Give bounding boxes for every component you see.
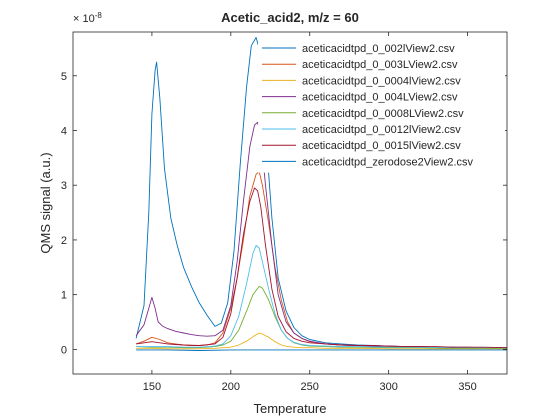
series-line-5 <box>136 285 507 349</box>
y-tick-label: 2 <box>61 235 67 247</box>
series-line-6 <box>136 244 507 349</box>
x-tick-label: 350 <box>458 381 476 393</box>
series-line-8 <box>136 349 507 351</box>
legend-entry: aceticacidtpd_0_0012lView2.csv <box>302 124 461 136</box>
series-line-3 <box>136 332 507 350</box>
legend-box <box>258 37 505 173</box>
x-tick-label: 250 <box>301 381 319 393</box>
y-tick-label: 0 <box>61 344 67 356</box>
legend-entry: aceticacidtpd_0_0015lView2.csv <box>302 140 461 152</box>
chart-title: Acetic_acid2, m/z = 60 <box>221 10 359 25</box>
x-axis: 150 200 250 300 350 <box>143 32 477 393</box>
series-layer <box>135 37 507 351</box>
x-tick-label: 300 <box>379 381 397 393</box>
legend-entry: aceticacidtpd_zerodose2View2.csv <box>302 156 474 168</box>
x-tick-label: 150 <box>143 381 161 393</box>
legend-entry: aceticacidtpd_0_0004lView2.csv <box>302 75 461 87</box>
y-tick-label: 4 <box>61 125 67 137</box>
legend-entry: aceticacidtpd_0_002lView2.csv <box>302 43 455 55</box>
axes-box <box>72 31 508 375</box>
legend-entry: aceticacidtpd_0_0008LView2.csv <box>302 108 464 120</box>
legend: aceticacidtpd_0_002lView2.csv aceticacidt… <box>258 37 505 173</box>
y-axis-label: QMS signal (a.u.) <box>38 152 53 253</box>
y-tick-label: 3 <box>61 180 67 192</box>
x-axis-label: Temperature <box>254 401 327 416</box>
y-tick-label: 1 <box>61 290 67 302</box>
x-tick-label: 200 <box>222 381 240 393</box>
y-exponent-label: × 10-8 <box>73 11 102 26</box>
legend-entry: aceticacidtpd_0_003LView2.csv <box>302 59 458 71</box>
y-tick-label: 5 <box>61 71 67 83</box>
series-line-7 <box>136 187 507 349</box>
legend-entry: aceticacidtpd_0_004LView2.csv <box>302 92 458 104</box>
